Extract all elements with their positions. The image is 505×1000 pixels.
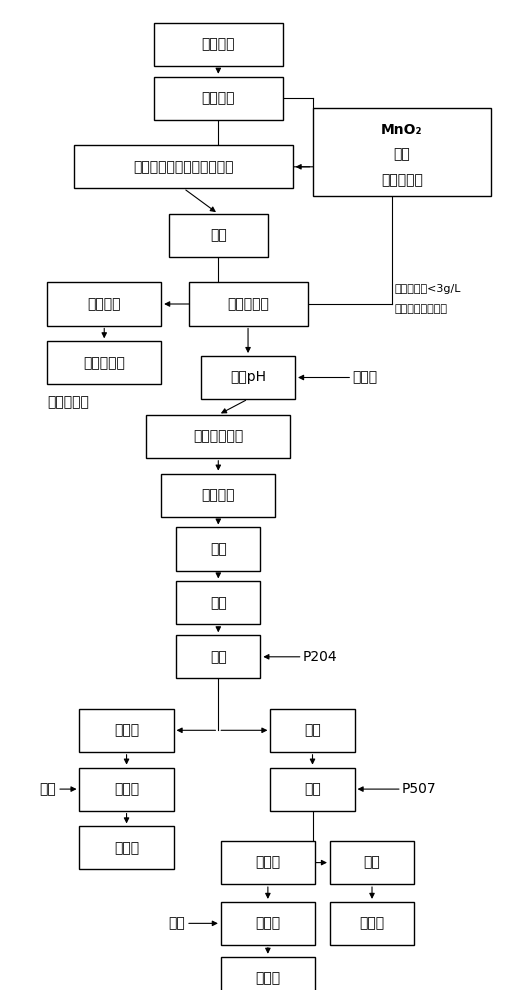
Bar [176, 527, 260, 571]
Text: 混合加热、搅拌溶解、浸出: 混合加热、搅拌溶解、浸出 [133, 160, 233, 174]
Text: 稀硫酸溶液: 稀硫酸溶液 [47, 395, 89, 409]
Text: 石灰石: 石灰石 [351, 370, 377, 384]
Bar [220, 957, 314, 1000]
Bar [79, 709, 173, 752]
Bar [146, 415, 289, 458]
Bar [79, 826, 173, 869]
Text: 余相: 余相 [304, 723, 320, 737]
Text: 氢氧化铁沉淀: 氢氧化铁沉淀 [193, 429, 243, 443]
Text: 有机相: 有机相 [114, 723, 139, 737]
Text: 硫酸钴: 硫酸钴 [255, 971, 280, 985]
Text: 稀硫酸溶液: 稀硫酸溶液 [380, 174, 422, 188]
Text: 硫酸镍: 硫酸镍 [359, 916, 384, 930]
Text: 过滤除铁: 过滤除铁 [201, 488, 235, 502]
Bar [176, 581, 260, 624]
Text: P507: P507 [401, 782, 435, 796]
Bar [188, 282, 307, 326]
Text: 硫酸: 硫酸 [40, 782, 57, 796]
Text: 铁粉: 铁粉 [392, 147, 410, 161]
Text: 加水和浓硫酸循环: 加水和浓硫酸循环 [393, 304, 446, 314]
Bar [79, 768, 173, 811]
Text: 净化废渣: 净化废渣 [201, 37, 235, 51]
Bar [176, 635, 260, 678]
Bar [220, 902, 314, 945]
Text: 钴离子含量<3g/L: 钴离子含量<3g/L [393, 284, 460, 294]
Text: MnO₂: MnO₂ [380, 123, 422, 137]
Text: 调节pH: 调节pH [230, 370, 266, 384]
Text: 滤液: 滤液 [210, 542, 226, 556]
Text: 硫酸锰: 硫酸锰 [114, 841, 139, 855]
Text: 过滤: 过滤 [210, 228, 226, 242]
Bar [220, 841, 314, 884]
Text: 反萃取: 反萃取 [114, 782, 139, 796]
Bar [200, 356, 294, 399]
Text: 萃取: 萃取 [304, 782, 320, 796]
Bar [154, 77, 282, 120]
Text: 有机相: 有机相 [255, 856, 280, 870]
Text: 含硫滤饼: 含硫滤饼 [87, 297, 121, 311]
Text: 萃取: 萃取 [210, 650, 226, 664]
Bar [161, 474, 275, 517]
Bar [270, 709, 354, 752]
Text: 粉碎过筛: 粉碎过筛 [201, 91, 235, 105]
Text: 硫回收利用: 硫回收利用 [83, 356, 125, 370]
Bar [329, 902, 414, 945]
Text: 锰钴镍溶液: 锰钴镍溶液 [227, 297, 269, 311]
Bar [312, 108, 490, 196]
Bar [47, 282, 161, 326]
Text: 余相: 余相 [363, 856, 380, 870]
Bar [154, 23, 282, 66]
Bar [329, 841, 414, 884]
Bar [270, 768, 354, 811]
Text: 硫酸: 硫酸 [168, 916, 185, 930]
Bar [74, 145, 292, 188]
Bar [168, 214, 267, 257]
Text: 浓缩: 浓缩 [210, 596, 226, 610]
Bar [47, 341, 161, 384]
Text: P204: P204 [302, 650, 336, 664]
Text: 反萃取: 反萃取 [255, 916, 280, 930]
